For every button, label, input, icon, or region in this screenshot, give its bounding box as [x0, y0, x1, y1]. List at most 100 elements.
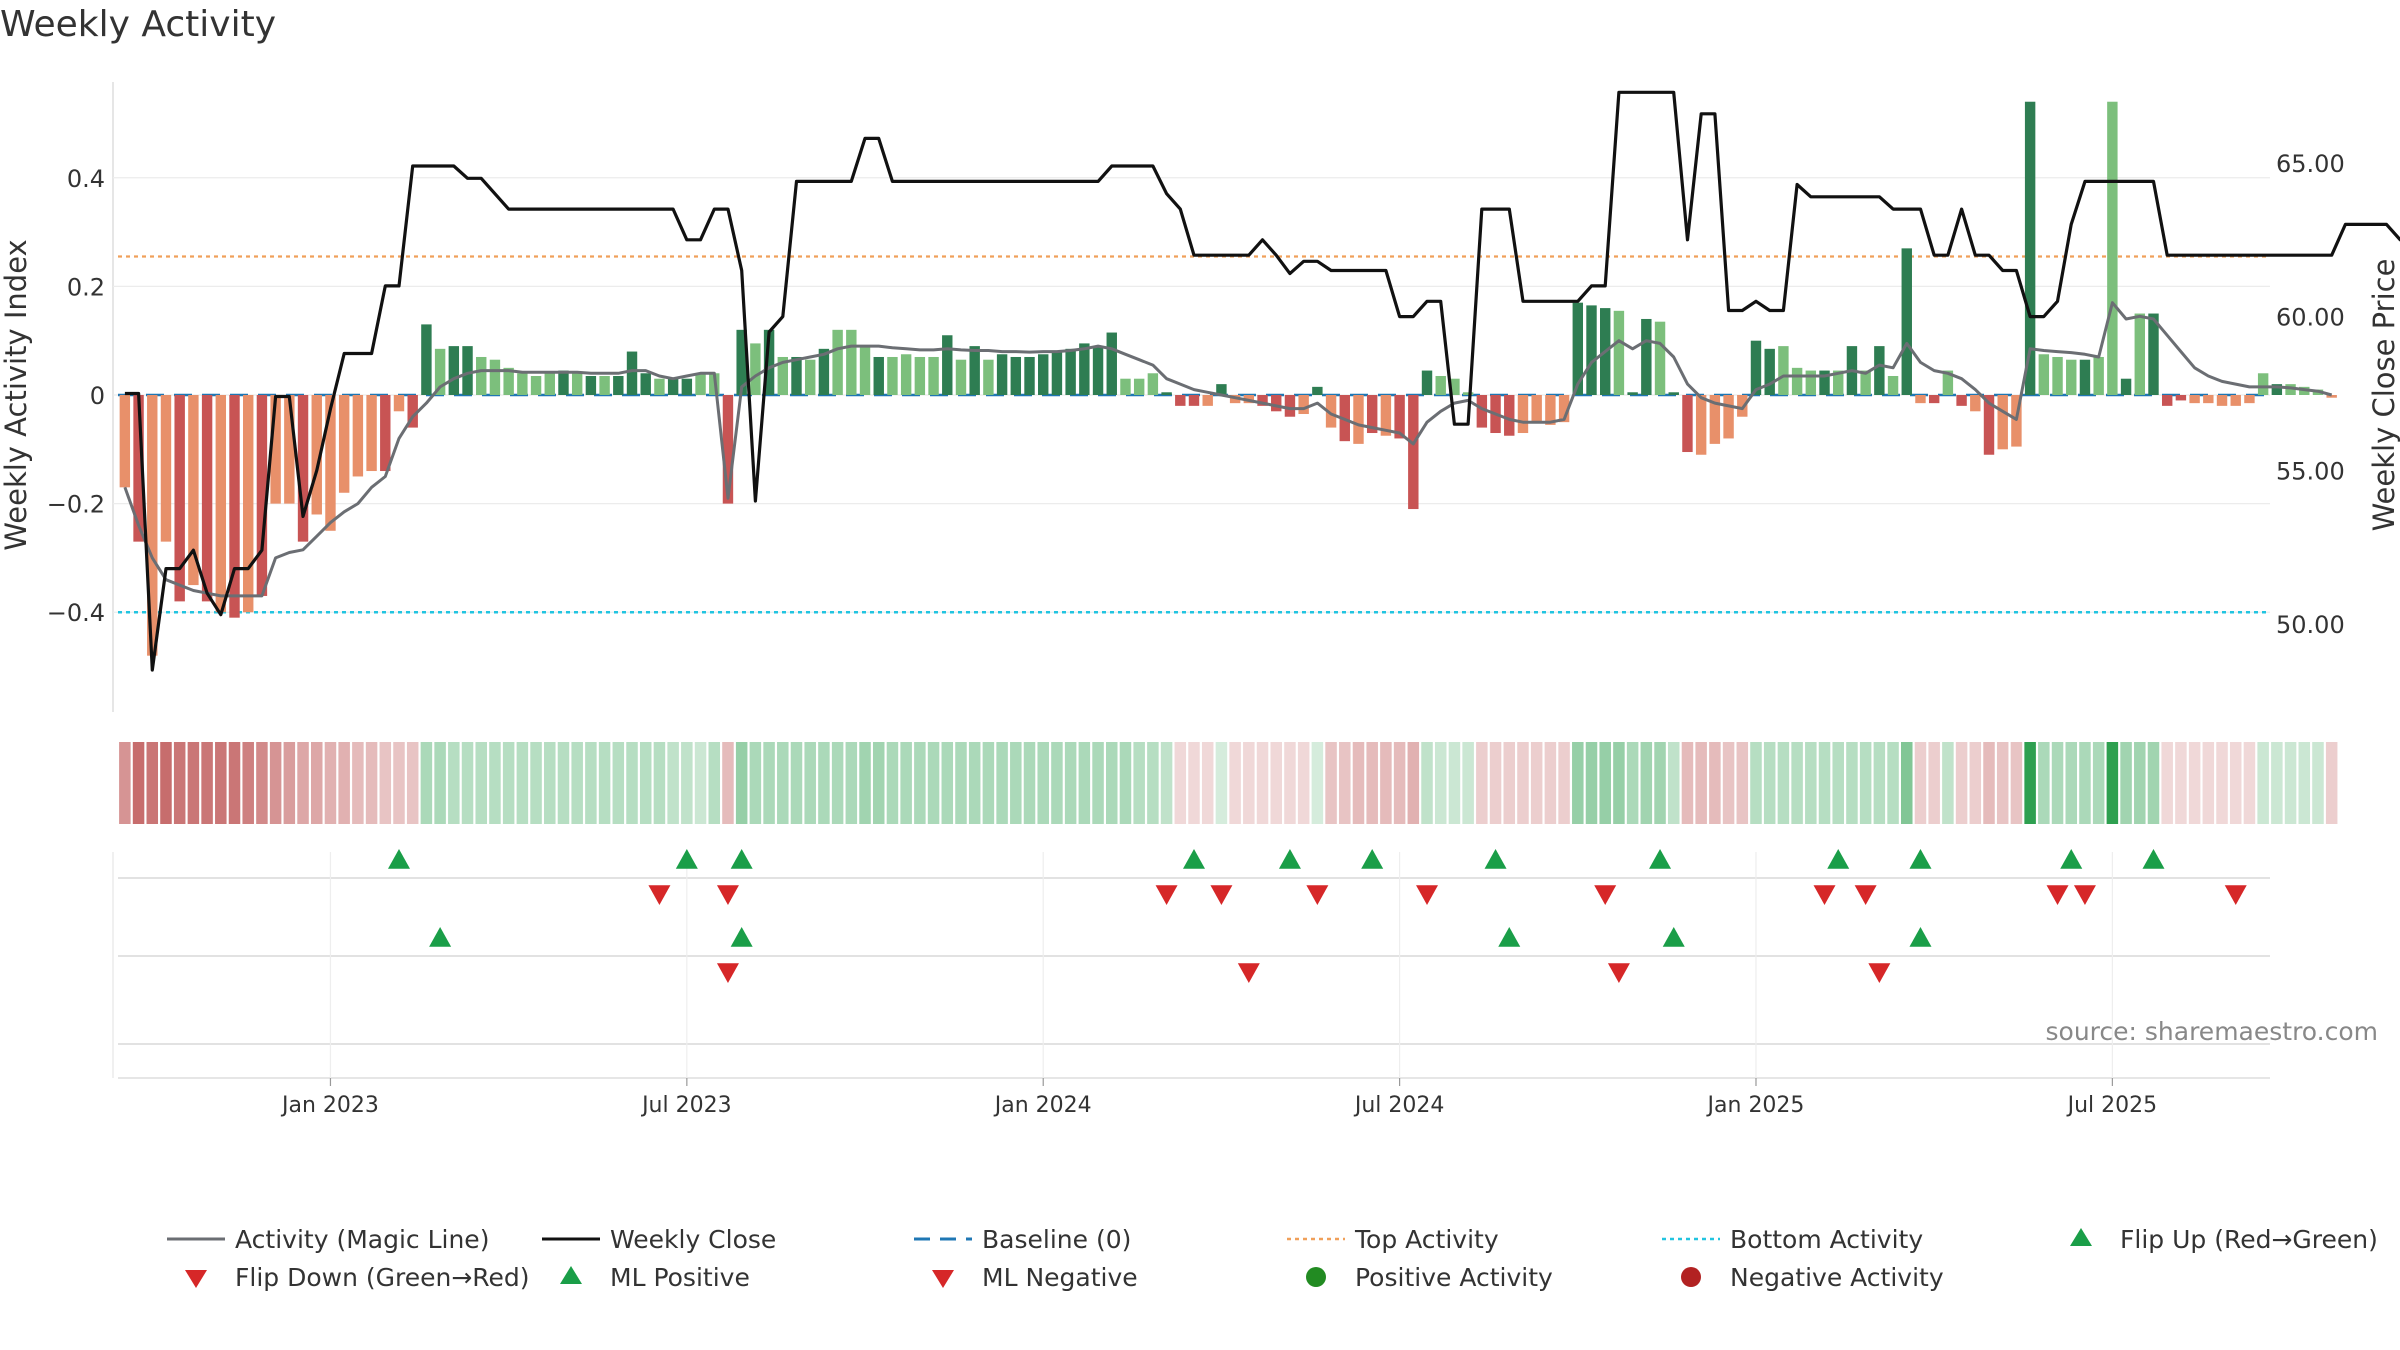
strip-cell [2024, 742, 2036, 824]
strip-cell [571, 742, 583, 824]
strip-cell [269, 742, 282, 824]
strip-cell [1983, 742, 1995, 824]
activity-bar [1860, 370, 1871, 395]
strip-cell [1133, 742, 1145, 824]
activity-magic-line [123, 301, 2333, 598]
strip-cell [626, 742, 638, 824]
activity-bar [1668, 392, 1679, 395]
activity-bar [983, 359, 994, 395]
activity-bar [1531, 395, 1542, 423]
strip-cell [968, 742, 981, 824]
strip-cell [1119, 742, 1132, 824]
activity-bar [667, 378, 679, 395]
activity-bar [2326, 395, 2337, 398]
flip-down-marker [2046, 885, 2069, 905]
activity-bar [1133, 378, 1145, 395]
strip-cell [1955, 742, 1968, 824]
activity-bar [654, 378, 665, 395]
y-right-tick-label: 50.00 [2276, 611, 2345, 639]
strip-cell [1832, 742, 1844, 824]
strip-cell [1489, 742, 1502, 824]
strip-cell [900, 742, 912, 824]
activity-bar [914, 356, 926, 395]
weekly-close-line [124, 90, 2400, 672]
strip-cell [982, 742, 995, 824]
activity-bar [1435, 375, 1446, 395]
activity-bar [585, 375, 597, 395]
activity-bar [517, 373, 528, 395]
activity-bar [1188, 395, 1200, 406]
flip-down-marker [2224, 885, 2247, 905]
activity-bar [503, 367, 514, 395]
x-tick-label: Jan 2024 [993, 1093, 1092, 1118]
activity-bar [1271, 395, 1282, 412]
activity-bar [2271, 384, 2283, 395]
strip-cell [1023, 742, 1036, 824]
strip-cell [2106, 742, 2119, 824]
strip-cell [1270, 742, 1282, 824]
flip-up-marker [1827, 849, 1850, 869]
activity-bar [1586, 305, 1597, 395]
strip-cell [845, 742, 858, 824]
y-left-tick-label: 0.2 [67, 273, 105, 301]
activity-bar [791, 356, 802, 395]
series-lines [123, 90, 2400, 672]
strip-cell [1613, 742, 1625, 824]
strip-cell [242, 742, 254, 824]
strip-cell [1325, 742, 1337, 824]
activity-bar [1778, 346, 1789, 395]
strip-cell [1517, 742, 1529, 824]
activity-bar [1956, 395, 1967, 406]
activity-bar [558, 370, 569, 395]
strip-cell [1709, 742, 1721, 824]
activity-bar [119, 395, 131, 488]
activity-bar [846, 329, 857, 395]
strip-cell [2120, 742, 2132, 824]
activity-bar [1791, 367, 1803, 395]
activity-bar [928, 356, 939, 395]
strip-cell [1037, 742, 1049, 824]
strip-cell [420, 742, 433, 824]
strip-cell [2243, 742, 2256, 824]
marker-panel [112, 849, 2270, 1079]
strip-cell [2216, 742, 2228, 824]
strip-cell [530, 742, 542, 824]
strip-cell [1503, 742, 1516, 824]
ml-negative-marker [1607, 963, 1630, 983]
strip-cell [2092, 742, 2105, 824]
strip-cell [1297, 742, 1310, 824]
activity-bar [434, 348, 446, 395]
activity-bar [1476, 395, 1488, 428]
strip-cell [639, 742, 652, 824]
strip-cell [1996, 742, 2009, 824]
strip-cell [804, 742, 816, 824]
activity-bar [1887, 375, 1899, 395]
strip-cell [1393, 742, 1406, 824]
flip-up-marker [1484, 849, 1507, 869]
strip-cell [173, 742, 186, 824]
activity-bar [626, 351, 638, 395]
activity-bar [1325, 395, 1337, 428]
strip-cell [1763, 742, 1776, 824]
flip-down-marker [716, 885, 739, 905]
strip-cell [379, 742, 392, 824]
strip-cell [1380, 742, 1392, 824]
strip-cell [1284, 742, 1296, 824]
activity-bar [407, 395, 418, 428]
activity-bar [380, 395, 391, 472]
activity-bar [640, 373, 651, 395]
strip-cell [1434, 742, 1447, 824]
strip-cell [777, 742, 789, 824]
activity-bar [1353, 395, 1364, 444]
strip-cell [502, 742, 515, 824]
strip-cell [1859, 742, 1872, 824]
activity-bar [1654, 321, 1666, 395]
activity-bar [1572, 302, 1584, 395]
flip-down-marker [1813, 885, 1836, 905]
activity-bar [900, 354, 912, 395]
strip-cell [201, 742, 213, 824]
activity-bar [1504, 395, 1515, 436]
activity-bar [352, 395, 364, 477]
activity-bar [1723, 395, 1734, 439]
activity-bar [1257, 395, 1268, 406]
